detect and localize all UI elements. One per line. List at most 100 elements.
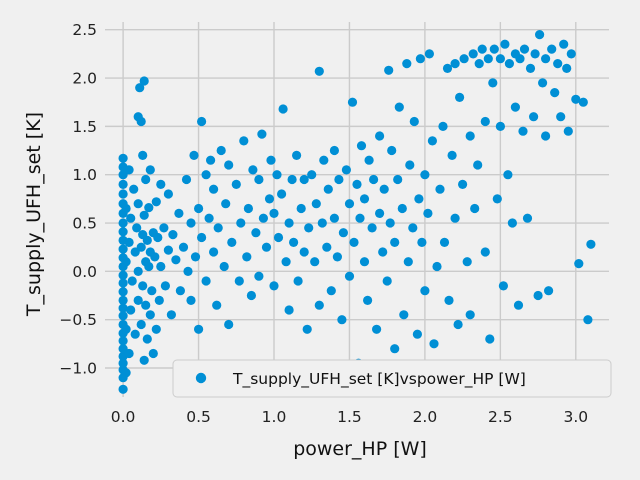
data-point [136, 319, 146, 330]
data-point [299, 174, 309, 185]
data-point [468, 49, 478, 59]
data-point [429, 339, 439, 349]
data-point [287, 174, 297, 185]
data-point [578, 97, 588, 107]
data-point [347, 97, 358, 107]
data-point [566, 49, 576, 59]
data-point [221, 199, 231, 209]
data-point [201, 170, 211, 180]
y-tick-label: 0.5 [72, 215, 97, 233]
data-point [563, 126, 573, 136]
data-point [435, 184, 445, 194]
data-point [344, 271, 355, 281]
data-point [159, 223, 169, 233]
data-point [213, 223, 223, 233]
data-point [547, 44, 557, 54]
data-point [420, 170, 430, 180]
data-point [518, 126, 528, 136]
data-point [136, 116, 146, 127]
data-point [151, 324, 161, 334]
data-point [183, 266, 193, 276]
x-tick-label: 0.5 [186, 408, 211, 426]
data-point [559, 39, 569, 49]
data-point [118, 278, 128, 288]
data-point [586, 239, 596, 249]
y-tick-label: 1.0 [72, 166, 97, 184]
data-point [550, 88, 560, 98]
data-point [417, 237, 427, 247]
data-point [118, 189, 128, 199]
data-point [390, 237, 400, 247]
data-point [465, 131, 475, 141]
data-point [133, 266, 143, 276]
data-point [541, 54, 551, 64]
data-point [337, 315, 347, 325]
data-point [257, 129, 267, 139]
data-point [209, 247, 219, 257]
data-point [201, 276, 211, 286]
x-tick-label: 3.0 [563, 408, 588, 426]
data-point [409, 116, 419, 127]
data-point [317, 218, 327, 228]
data-point [216, 145, 226, 156]
data-point [408, 223, 418, 233]
data-point [272, 170, 282, 180]
data-point [447, 150, 457, 160]
data-point [442, 63, 453, 73]
data-point [574, 259, 584, 269]
data-point [145, 165, 155, 175]
data-point [571, 94, 581, 104]
data-point [326, 286, 336, 296]
data-point [118, 218, 128, 228]
data-point [151, 197, 161, 207]
data-point [525, 63, 536, 73]
data-point [474, 59, 484, 69]
data-point [231, 179, 241, 189]
data-point [264, 194, 275, 204]
data-point [224, 160, 234, 170]
data-point [384, 65, 394, 75]
data-point [439, 237, 450, 247]
data-point [166, 310, 176, 320]
data-point [124, 348, 134, 359]
data-point [304, 223, 314, 233]
data-point [118, 336, 128, 346]
data-points [118, 29, 596, 394]
data-point [382, 276, 392, 286]
data-point [538, 78, 548, 88]
y-tick-label: −0.5 [59, 311, 97, 329]
data-point [473, 160, 483, 170]
data-point [234, 276, 244, 286]
data-point [269, 208, 279, 218]
data-point [459, 54, 469, 64]
data-point [118, 295, 128, 305]
data-point [415, 54, 425, 64]
legend-marker [195, 372, 207, 384]
data-point [154, 295, 164, 305]
data-point [480, 116, 490, 127]
data-point [118, 287, 128, 297]
data-point [310, 257, 320, 267]
data-point [535, 29, 545, 40]
data-point [485, 334, 495, 344]
x-tick-label: 1.0 [262, 408, 287, 426]
data-point [133, 199, 143, 209]
data-point [118, 227, 128, 237]
data-point [126, 305, 136, 315]
data-point [500, 39, 510, 49]
data-point [132, 223, 142, 233]
data-point [462, 257, 472, 267]
data-point [394, 102, 404, 112]
data-point [515, 54, 525, 64]
data-point [507, 218, 517, 228]
data-point [495, 121, 505, 131]
data-point [124, 237, 134, 247]
data-point [168, 230, 178, 240]
data-point [135, 83, 145, 93]
data-point [544, 286, 554, 296]
x-tick-label: 0.0 [111, 408, 136, 426]
data-point [378, 247, 388, 257]
data-point [118, 303, 128, 313]
data-point [171, 255, 181, 265]
